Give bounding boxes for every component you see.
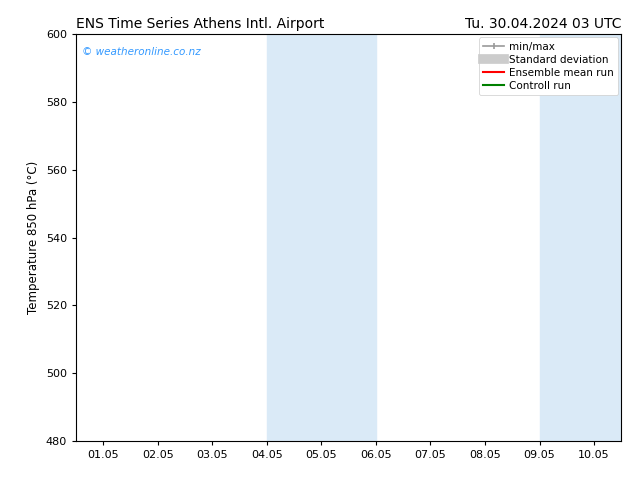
- Bar: [540, 34, 621, 441]
- Text: ENS Time Series Athens Intl. Airport: ENS Time Series Athens Intl. Airport: [76, 17, 325, 31]
- Text: Tu. 30.04.2024 03 UTC: Tu. 30.04.2024 03 UTC: [465, 17, 621, 31]
- Bar: [267, 34, 376, 441]
- Text: © weatheronline.co.nz: © weatheronline.co.nz: [82, 47, 200, 56]
- Title: ENS Time Series Athens Intl. Airport    Tu. 30.04.2024 03 UTC: ENS Time Series Athens Intl. Airport Tu.…: [0, 489, 1, 490]
- Y-axis label: Temperature 850 hPa (°C): Temperature 850 hPa (°C): [27, 161, 40, 314]
- Legend: min/max, Standard deviation, Ensemble mean run, Controll run: min/max, Standard deviation, Ensemble me…: [479, 37, 618, 95]
